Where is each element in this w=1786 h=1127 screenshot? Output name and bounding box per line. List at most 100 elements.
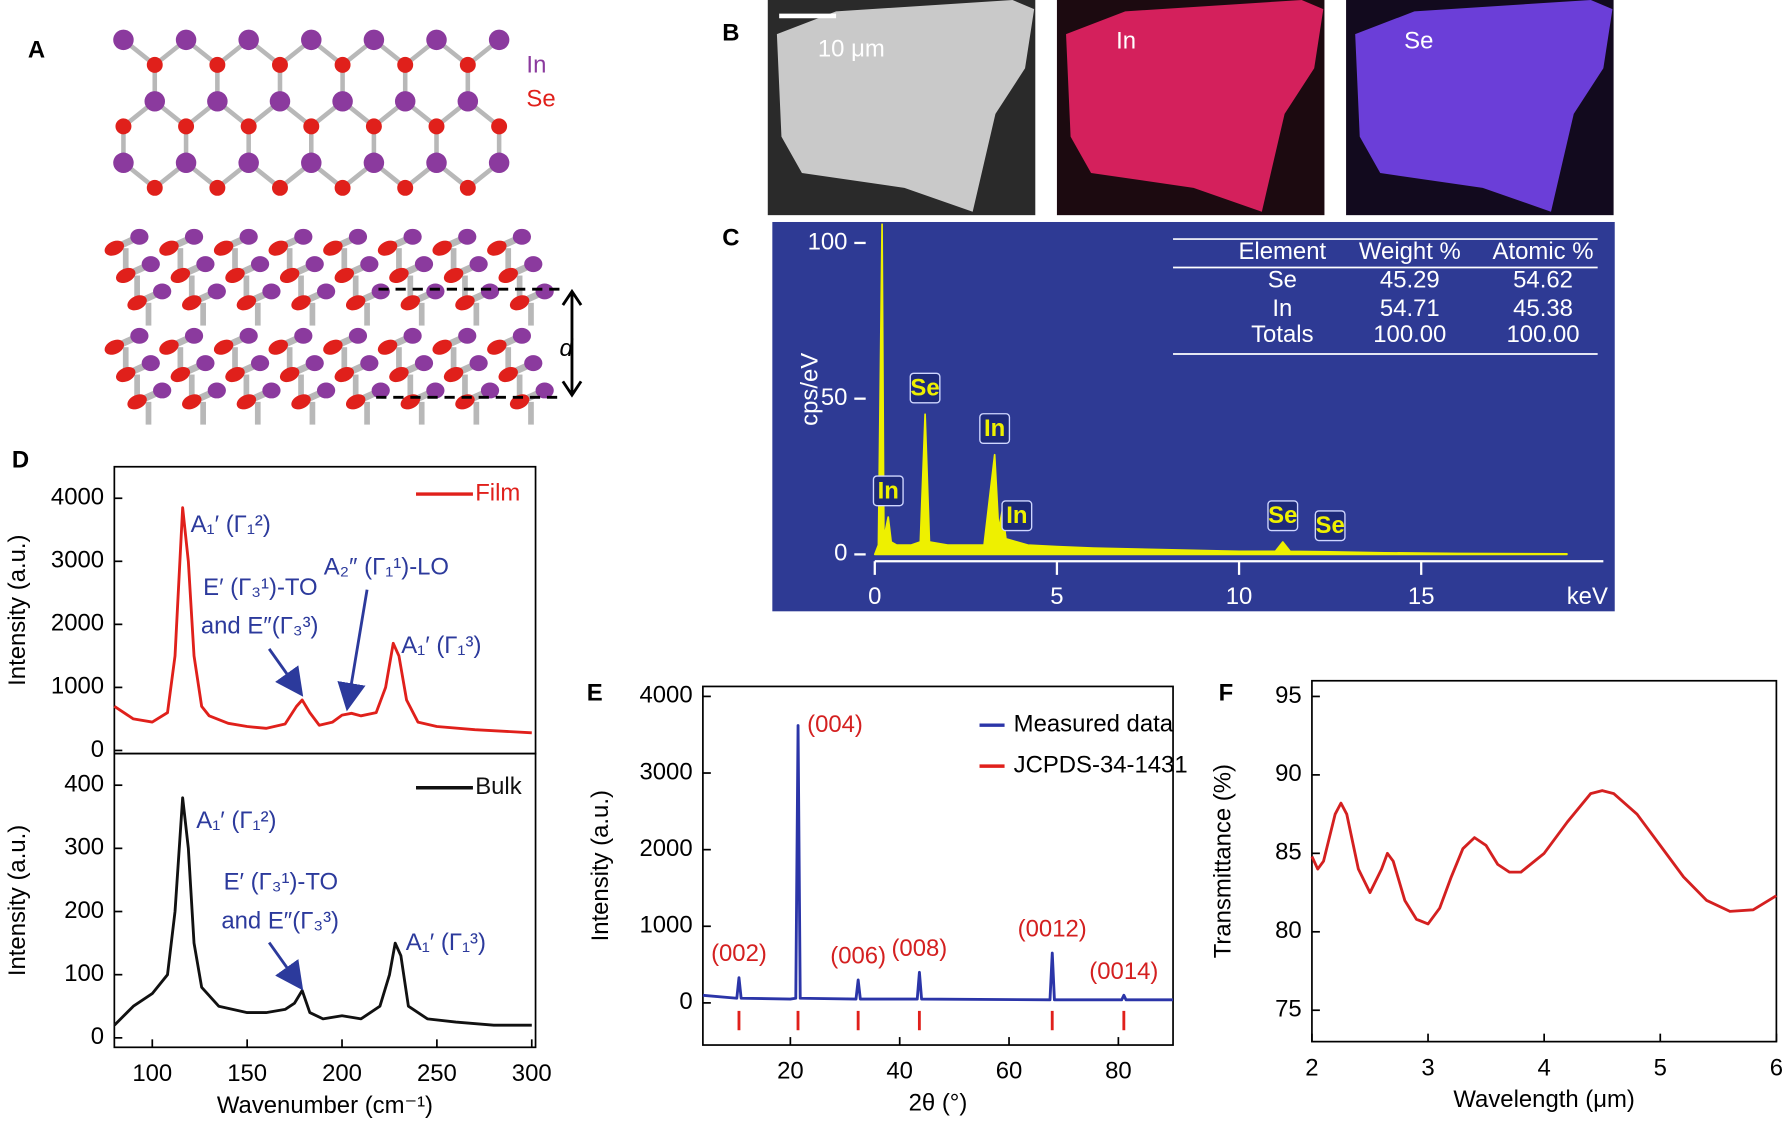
map-label: Se (1404, 27, 1433, 54)
atom (509, 295, 530, 311)
y-tick-label: 50 (821, 384, 848, 411)
atom (455, 295, 475, 311)
annotation: A₁′ (Γ₁²) (196, 807, 276, 834)
atom (488, 152, 510, 174)
peak-label: (0014) (1089, 958, 1158, 985)
atom (268, 339, 288, 355)
y-tick-label: 100 (808, 228, 848, 255)
annotation-arrow (337, 589, 369, 712)
atom (443, 366, 464, 383)
annotation: A₁′ (Γ₁³) (406, 929, 486, 956)
y-tick-label: 4000 (51, 484, 104, 511)
x-tick-label: 5 (1050, 583, 1063, 610)
atom (184, 228, 204, 245)
atom (178, 118, 195, 135)
atom (491, 118, 508, 135)
atom (323, 339, 343, 355)
x-tick-label: 3 (1421, 1054, 1434, 1081)
atom (426, 283, 445, 300)
y-tick-label: 0 (679, 988, 692, 1015)
atom (377, 240, 398, 256)
atom (316, 382, 336, 399)
panel-label: E (587, 680, 603, 707)
atom (170, 267, 191, 284)
x-tick-label: 40 (886, 1058, 913, 1085)
table-cell: 54.62 (1513, 266, 1573, 293)
x-tick-label: 100 (132, 1060, 172, 1087)
atom (397, 179, 414, 196)
atom (512, 228, 531, 245)
atom (487, 339, 507, 355)
annotation: A₁′ (Γ₁²) (191, 511, 271, 538)
peak-label: (004) (807, 711, 863, 738)
atom (196, 355, 215, 372)
peak-label-box (872, 475, 904, 507)
x-axis-label: keV (1567, 583, 1608, 610)
atom (488, 29, 510, 51)
atom (334, 56, 351, 73)
atom (487, 240, 507, 256)
atom (144, 91, 166, 112)
atom (403, 228, 422, 245)
atom (238, 152, 259, 174)
atom (182, 295, 202, 311)
atom (175, 152, 197, 174)
atom (236, 394, 257, 410)
atom (184, 327, 204, 344)
atom (250, 256, 270, 273)
atom (301, 29, 322, 51)
peak-label: (008) (891, 935, 947, 962)
x-tick-label: 0 (868, 583, 881, 610)
legend-label: Measured data (1014, 710, 1174, 737)
atom (238, 29, 259, 51)
atom (269, 91, 291, 112)
atom (334, 267, 355, 284)
legend-label: JCPDS-34-1431 (1014, 751, 1188, 778)
peak-label: In (1006, 502, 1027, 529)
atom (365, 118, 382, 135)
y-axis-label: cps/eV (796, 353, 823, 426)
x-tick-label: 6 (1770, 1054, 1783, 1081)
y-tick-label: 400 (64, 771, 104, 798)
atom (458, 228, 477, 245)
atom (389, 366, 409, 383)
atom (371, 382, 390, 399)
atom (363, 29, 385, 51)
table-header: Atomic % (1493, 238, 1594, 265)
atom (225, 267, 245, 284)
y-tick-label: 3000 (51, 547, 104, 574)
table-header: Weight % (1359, 238, 1461, 265)
y-tick-label: 75 (1275, 996, 1302, 1023)
atom (175, 29, 197, 51)
atom (113, 29, 134, 51)
table-cell: 54.71 (1380, 295, 1440, 322)
panel-label: B (722, 19, 739, 46)
y-tick-label: 95 (1275, 682, 1302, 709)
atom (207, 283, 226, 300)
y-tick-label: 2000 (51, 610, 104, 637)
y-tick-label: 1000 (51, 673, 104, 700)
atom (432, 339, 452, 355)
atom (153, 382, 172, 399)
atom (170, 366, 191, 383)
x-tick-label: 10 (1226, 583, 1253, 610)
atom (371, 283, 390, 300)
atom (498, 366, 518, 383)
data-line (702, 724, 1174, 1002)
x-tick-label: 20 (777, 1058, 804, 1085)
atom (301, 152, 322, 174)
atom (432, 240, 452, 256)
x-axis-label: Wavelength (μm) (1453, 1086, 1635, 1113)
plot-frame (113, 752, 537, 1049)
atom (146, 56, 163, 73)
atom (159, 339, 179, 355)
atom (426, 29, 447, 51)
atom (303, 118, 320, 135)
peak-label-box (979, 413, 1011, 445)
x-axis-label: 2θ (°) (909, 1090, 968, 1117)
spacing-label: d (559, 335, 573, 362)
atom (207, 91, 228, 112)
atom (428, 118, 445, 135)
